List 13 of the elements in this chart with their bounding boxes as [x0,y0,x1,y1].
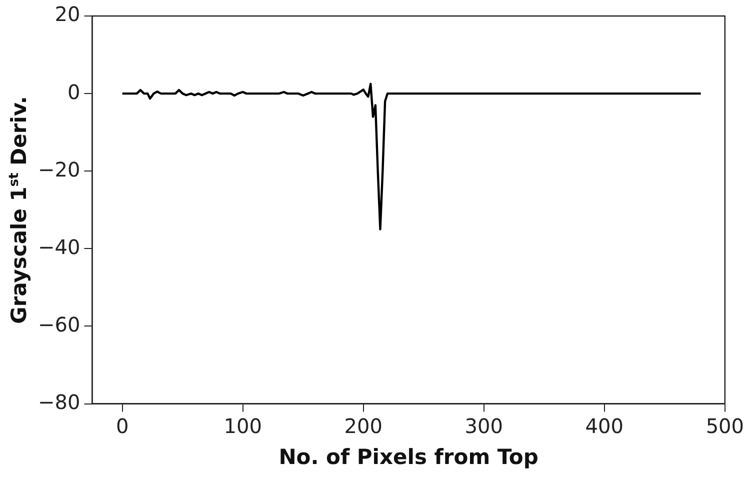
x-tick-label: 500 [706,414,744,438]
y-tick-label: 20 [54,2,80,26]
y-tick-label: 0 [67,80,80,104]
x-tick-label: 0 [116,414,129,438]
y-tick-label: −60 [38,312,80,336]
x-tick-label: 200 [344,414,382,438]
y-tick-label: −80 [38,390,80,414]
x-tick-label: 300 [464,414,503,438]
x-tick-label: 400 [585,414,624,438]
x-axis-title: No. of Pixels from Top [278,444,538,469]
y-tick-label: −20 [38,157,80,182]
y-tick-label: −40 [38,234,80,259]
x-tick-label: 100 [224,414,262,438]
